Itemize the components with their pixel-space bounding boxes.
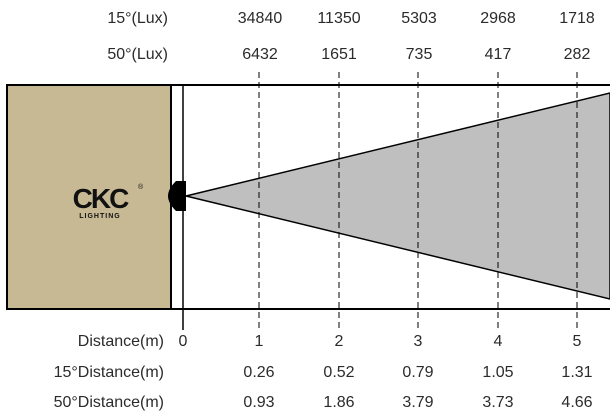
fixture-panel	[6, 84, 172, 310]
spot-15-value: 1.31	[561, 364, 593, 381]
lux-15-value: 1718	[559, 10, 595, 27]
footer-label-15: 15°Distance(m)	[53, 364, 164, 381]
spot-50-value: 0.93	[243, 394, 275, 411]
spot-15-value: 1.05	[482, 364, 514, 381]
header-label-15: 15°(Lux)	[107, 10, 168, 27]
lux-15-value: 34840	[237, 10, 283, 27]
distance-value: 3	[413, 333, 423, 350]
distance-value: 0	[178, 333, 188, 350]
lux-15-value: 2968	[480, 10, 516, 27]
lux-50-value: 282	[563, 46, 591, 63]
distance-value: 2	[334, 333, 344, 350]
logo-registered-mark: ®	[138, 184, 144, 191]
spot-15-value: 0.52	[323, 364, 355, 381]
spot-50-value: 3.79	[402, 394, 434, 411]
spot-15-value: 0.79	[402, 364, 434, 381]
lux-15-value: 11350	[317, 10, 361, 27]
header-label-50: 50°(Lux)	[107, 46, 168, 63]
lux-15-value: 5303	[401, 10, 437, 27]
spot-50-value: 4.66	[561, 394, 593, 411]
spot-15-value: 0.26	[243, 364, 275, 381]
light-beam	[185, 92, 610, 300]
distance-value: 4	[493, 333, 503, 350]
lux-50-value: 1651	[321, 46, 357, 63]
lux-50-value: 417	[484, 46, 512, 63]
spot-50-value: 3.73	[482, 394, 514, 411]
spot-50-value: 1.86	[323, 394, 355, 411]
lamp-head-icon	[168, 181, 186, 211]
distance-value: 5	[572, 333, 582, 350]
footer-label-50: 50°Distance(m)	[53, 394, 164, 411]
logo-subtitle: LIGHTING	[79, 213, 121, 220]
lux-50-value: 735	[405, 46, 433, 63]
ckc-logo: CKC	[72, 183, 130, 214]
distance-value: 1	[254, 333, 264, 350]
footer-label-distance: Distance(m)	[77, 333, 164, 350]
lux-50-value: 6432	[242, 46, 278, 63]
